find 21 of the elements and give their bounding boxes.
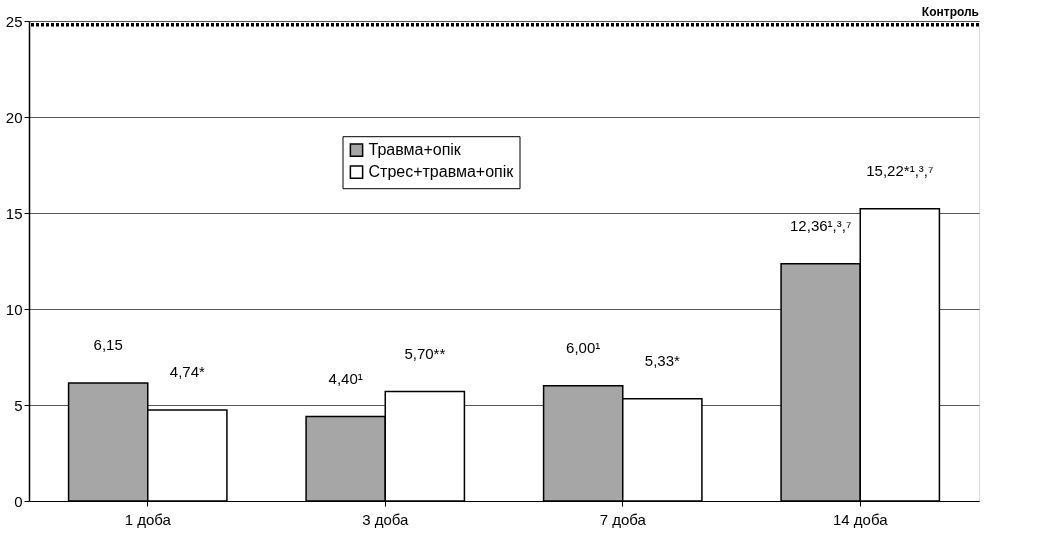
- x-tick-label: 14 доба: [832, 510, 889, 528]
- x-tick-label: 1 доба: [124, 510, 172, 528]
- x-tick-label: 7 доба: [599, 510, 647, 528]
- data-label: 6,00¹: [566, 338, 601, 356]
- x-tick-label: 3 доба: [362, 510, 409, 528]
- data-label: 6,15: [93, 335, 123, 353]
- data-label: 5,33*: [644, 351, 680, 369]
- y-tick-label: 15: [5, 204, 23, 222]
- y-tick-label: 20: [5, 108, 23, 126]
- legend-label: Травма+опік: [368, 141, 462, 159]
- data-label: 12,36¹,³,⁷: [790, 216, 852, 234]
- y-tick-label: 0: [14, 492, 23, 510]
- data-label: 15,22*¹,³,⁷: [866, 161, 934, 179]
- y-tick-label: 25: [5, 12, 23, 30]
- data-label: 5,70**: [404, 344, 446, 362]
- legend-label: Стрес+травма+опік: [368, 163, 515, 181]
- y-tick-label: 10: [5, 300, 23, 318]
- ref-line-label: Контроль: [921, 4, 979, 19]
- data-label: 4,74*: [169, 362, 205, 380]
- data-label: 4,40¹: [328, 369, 363, 387]
- y-tick-label: 5: [14, 396, 23, 414]
